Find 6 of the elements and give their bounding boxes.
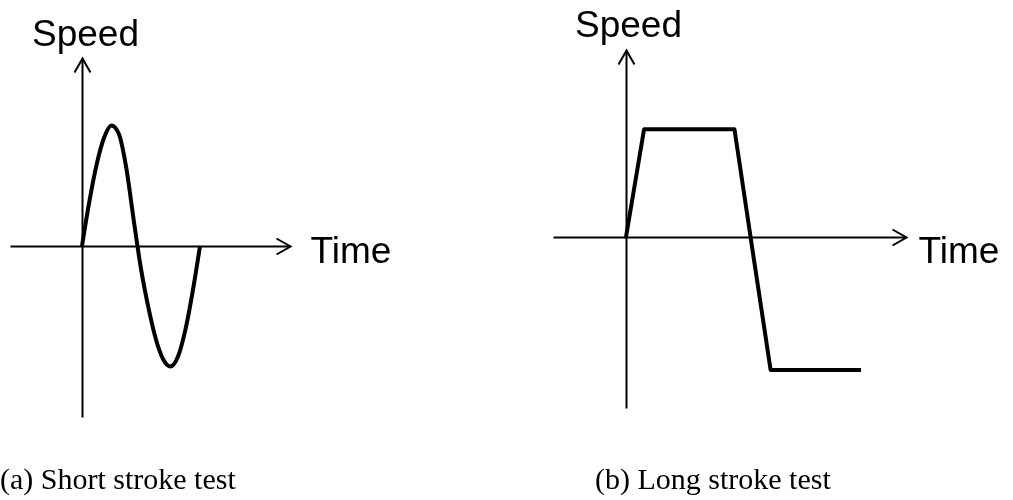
text: (a) Short stroke test xyxy=(0,462,237,496)
text: (b) Long stroke test xyxy=(595,462,832,496)
x-axis-title: Time xyxy=(310,229,392,271)
x-axis-title: Time xyxy=(918,229,1000,271)
y-axis-title: Speed xyxy=(575,3,682,45)
y-axis-title: Speed xyxy=(32,12,139,54)
